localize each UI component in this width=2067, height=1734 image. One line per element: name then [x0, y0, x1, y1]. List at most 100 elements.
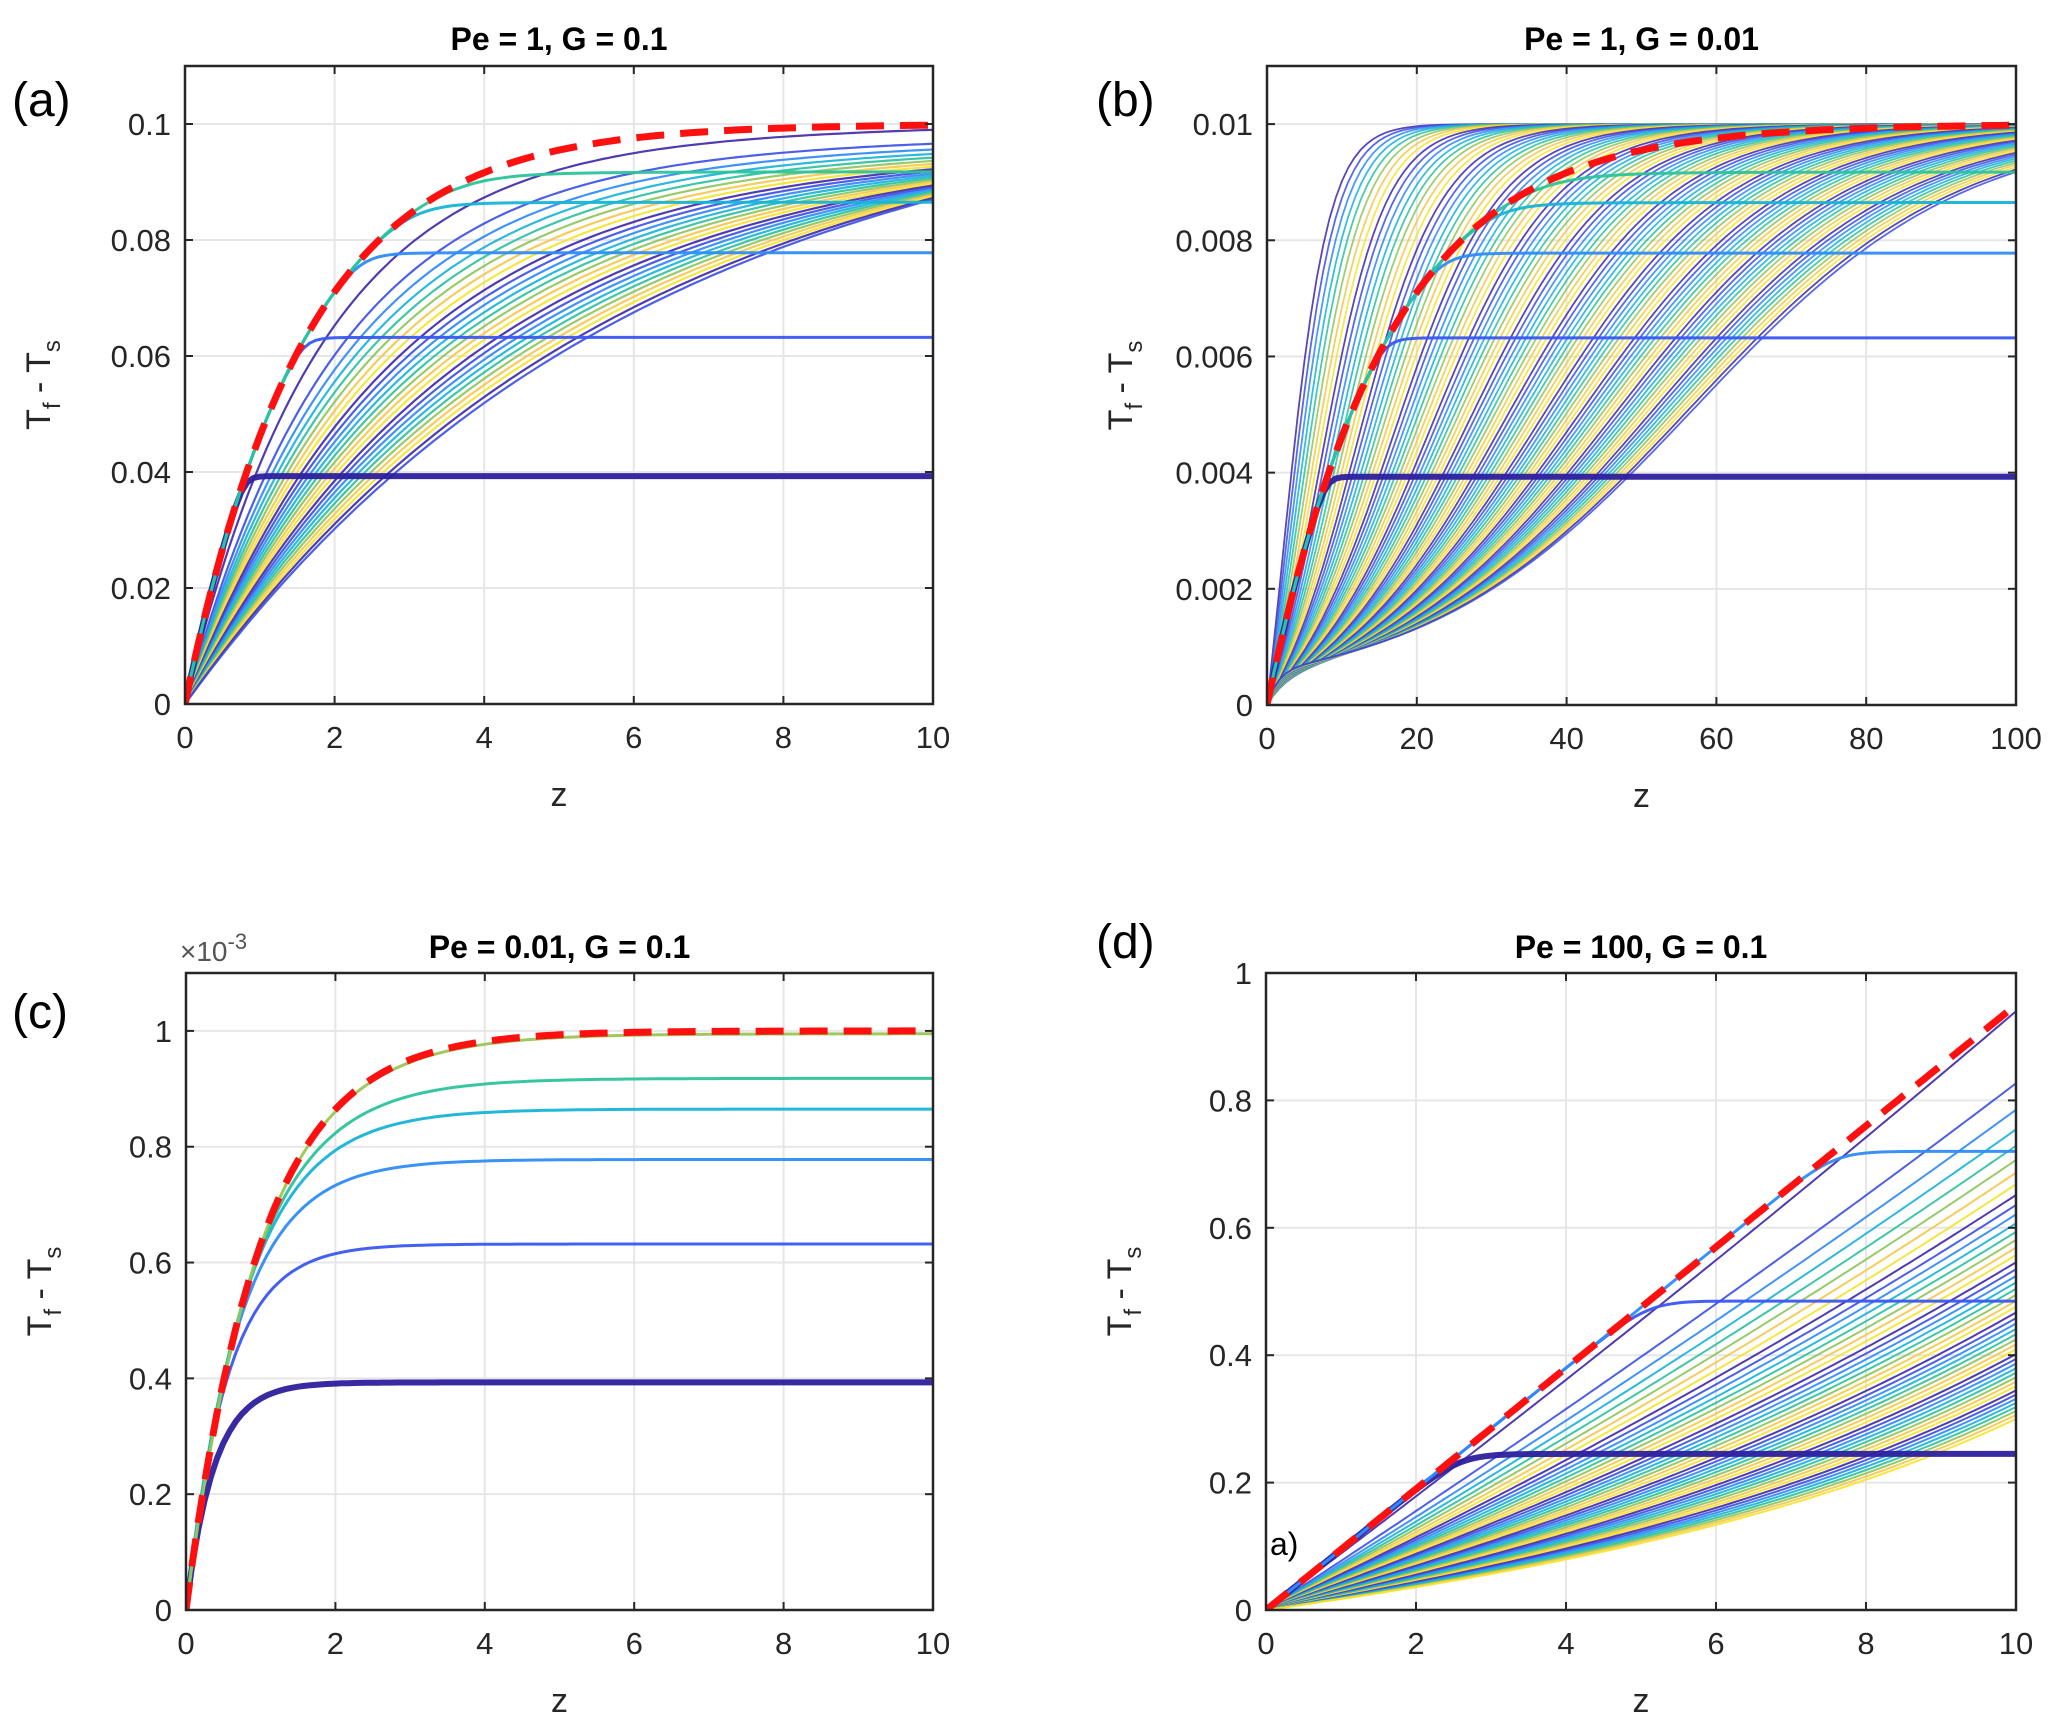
- y-label-minus-T: - T: [1101, 1259, 1139, 1309]
- plot-area: [186, 973, 933, 1610]
- x-tick-label: 4: [476, 720, 493, 755]
- data-curve: [1267, 125, 2016, 705]
- data-curve: [185, 152, 933, 704]
- y-tick-label: 0.02: [111, 571, 171, 606]
- data-curve: [1267, 126, 2016, 705]
- y-label-sub-s: s: [40, 1247, 67, 1259]
- y-tick-label: 0: [1236, 688, 1253, 723]
- y-tick-label: 1: [155, 1014, 172, 1049]
- envelope-dashed-curve: [185, 121, 933, 704]
- panel-d: 0 2 4 6 8 10 0 0.2 0.4 0.6 0.8 1 z Tf - Ts Pe = 100, G…: [1096, 916, 2033, 1720]
- data-curve: [185, 195, 933, 704]
- plateau-curve: [1267, 336, 2016, 705]
- x-tick-label: 20: [1400, 721, 1434, 756]
- x-tick-label: 2: [1407, 1626, 1424, 1661]
- y-label-T: T: [1102, 410, 1140, 431]
- data-curve: [1267, 130, 2016, 705]
- x-tick-label: 10: [1999, 1626, 2033, 1661]
- thick-plateau-curve: [185, 473, 933, 704]
- x-axis-label: z: [551, 776, 568, 814]
- y-tick-label: 0: [1235, 1593, 1252, 1628]
- y-axis-label: Tf - Ts: [21, 1247, 67, 1337]
- data-curve: [1266, 1261, 2016, 1610]
- x-tick-label: 6: [1707, 1626, 1724, 1661]
- data-curve: [1266, 1268, 2016, 1610]
- x-tick-label: 0: [1257, 1626, 1274, 1661]
- axes-box: [183, 64, 935, 706]
- y-label-sub-f: f: [1120, 1309, 1147, 1316]
- y-label-sub-f: f: [40, 1309, 67, 1316]
- y-tick-label: 0.06: [111, 339, 171, 374]
- x-tick-label: 8: [775, 720, 792, 755]
- data-curve: [1266, 1128, 2016, 1610]
- panel-letter: (c): [12, 986, 68, 1039]
- y-tick-label: 0.4: [129, 1361, 172, 1396]
- y-tick-label: 0.004: [1175, 456, 1253, 491]
- panel-b: 0 20 40 60 80 100 0 0.002 0.004 0.006 0.008 0.01 z Tf…: [1096, 21, 2042, 815]
- panel-title: Pe = 1, G = 0.01: [1524, 21, 1759, 57]
- x-tick-label: 8: [1857, 1626, 1874, 1661]
- axes-box: [1265, 64, 2018, 707]
- data-curve: [1266, 1300, 2016, 1610]
- data-curve: [185, 162, 933, 704]
- y-tick-label: 0.4: [1209, 1338, 1252, 1373]
- x-tick-label: 8: [775, 1626, 792, 1661]
- y-tick-label: 0.08: [111, 223, 171, 258]
- x-tick-label: 100: [1990, 721, 2042, 756]
- data-curve: [1266, 1230, 2016, 1610]
- data-curve: [185, 192, 933, 704]
- y-tick-label: 0.006: [1175, 339, 1253, 374]
- x-tick-label: 6: [626, 1626, 643, 1661]
- y-tick-label: 0: [154, 687, 171, 722]
- panel-letter: (d): [1096, 916, 1155, 969]
- panel-a: 0 2 4 6 8 10 0 0.02 0.04 0.06 0.08 0.1 z Tf - Ts Pe = …: [12, 21, 950, 814]
- data-curve: [1267, 129, 2016, 705]
- y-exponent-label: ×10-3: [180, 929, 247, 967]
- data-curve: [185, 165, 933, 704]
- y-axis-label: Tf - Ts: [1101, 1247, 1147, 1337]
- data-curve: [1266, 1183, 2016, 1610]
- x-tick-label: 0: [176, 720, 193, 755]
- plateau-curve: [186, 1158, 933, 1610]
- plateau-curve: [1266, 1149, 2016, 1610]
- x-tick-label: 2: [327, 1626, 344, 1661]
- y-axis-label: Tf - Ts: [20, 340, 66, 430]
- data-curve: [1266, 1213, 2016, 1610]
- data-curve: [1267, 128, 2016, 705]
- data-curve: [1266, 1194, 2016, 1610]
- data-curve: [185, 189, 933, 704]
- data-curve: [185, 198, 933, 704]
- y-tick-label: 0.2: [1209, 1466, 1252, 1501]
- x-tick-label: 60: [1699, 721, 1733, 756]
- data-curve: [185, 156, 933, 704]
- data-curve: [1266, 1171, 2016, 1610]
- data-curve: [1266, 1305, 2016, 1610]
- y-label-sub-f: f: [39, 402, 66, 409]
- panel-letter: (b): [1096, 74, 1155, 127]
- data-curve: [1266, 1311, 2016, 1610]
- data-curve: [1266, 1108, 2016, 1610]
- data-curve: [185, 186, 933, 704]
- y-tick-label: 0.002: [1175, 572, 1253, 607]
- axes-box: [184, 971, 935, 1612]
- plateau-curve: [186, 1107, 933, 1610]
- data-curve: [1266, 1281, 2016, 1610]
- data-curve: [185, 128, 933, 704]
- y-label-minus-T: - T: [21, 1259, 59, 1309]
- y-tick-label: 0.008: [1175, 223, 1253, 258]
- data-curve: [1266, 1010, 2016, 1610]
- y-label-minus-T: - T: [20, 352, 58, 402]
- data-curve: [1267, 171, 2016, 705]
- x-tick-label: 2: [326, 720, 343, 755]
- x-tick-label: 0: [1258, 721, 1275, 756]
- x-tick-label: 4: [1557, 1626, 1574, 1661]
- x-tick-label: 10: [916, 720, 950, 755]
- envelope-dashed-curve: [1266, 1002, 2016, 1610]
- x-axis-label: z: [551, 1682, 568, 1720]
- y-tick-label: 0.2: [129, 1477, 172, 1512]
- y-tick-label: 0: [155, 1593, 172, 1628]
- data-curve: [185, 174, 933, 704]
- data-curve: [185, 191, 933, 704]
- curves-group: [186, 1027, 933, 1610]
